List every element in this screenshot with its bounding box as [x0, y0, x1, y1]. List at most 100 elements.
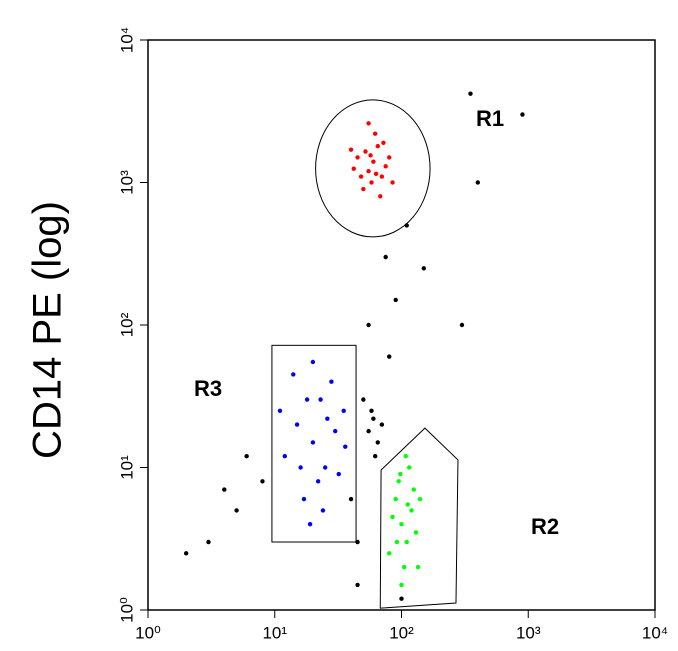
point	[318, 397, 323, 402]
point	[183, 551, 189, 556]
point	[393, 496, 398, 502]
point	[355, 155, 360, 160]
point	[390, 514, 395, 520]
point	[277, 408, 283, 413]
y-axis-label: CD14 PE (log)	[26, 201, 70, 459]
point	[383, 164, 388, 169]
point	[320, 508, 326, 513]
x-tick-label: 10⁴	[642, 623, 668, 642]
point	[369, 408, 374, 413]
x-tick-label: 10²	[389, 623, 414, 642]
point	[468, 91, 473, 96]
point	[294, 422, 300, 427]
point	[222, 487, 227, 492]
point	[387, 354, 392, 359]
point	[348, 496, 354, 502]
point	[387, 155, 392, 160]
point	[373, 171, 379, 177]
point	[421, 266, 427, 271]
point	[393, 297, 398, 303]
point	[366, 169, 371, 174]
point	[375, 143, 380, 149]
x-tick-label: 10³	[516, 623, 541, 642]
gate	[315, 99, 431, 238]
point	[310, 359, 316, 365]
y-tick-label: 10³	[117, 170, 136, 195]
point	[325, 416, 330, 421]
point	[322, 465, 328, 470]
point	[387, 551, 392, 556]
gate-label: R2	[531, 514, 559, 539]
point	[310, 440, 316, 445]
point	[368, 153, 373, 158]
point	[401, 564, 407, 570]
point	[372, 454, 378, 459]
point	[206, 539, 211, 545]
point	[355, 582, 360, 588]
gate	[379, 427, 459, 609]
point	[372, 131, 378, 136]
point	[459, 322, 465, 328]
point	[336, 471, 341, 477]
point	[379, 422, 385, 427]
point	[304, 397, 310, 402]
y-tick-label: 10²	[117, 312, 136, 337]
point	[413, 530, 419, 535]
point	[366, 121, 371, 126]
point	[333, 428, 338, 434]
point	[378, 194, 383, 199]
point	[520, 112, 525, 117]
gate	[271, 344, 357, 543]
point	[375, 440, 380, 445]
point	[411, 487, 416, 492]
point	[366, 322, 371, 328]
point	[315, 479, 321, 484]
point	[244, 454, 249, 459]
point	[396, 479, 401, 484]
point	[379, 174, 385, 179]
x-tick-label: 10¹	[262, 623, 287, 642]
point	[260, 479, 265, 484]
point	[399, 596, 404, 601]
point	[369, 180, 374, 185]
point	[381, 140, 386, 145]
point	[348, 147, 354, 152]
point	[298, 465, 303, 470]
x-tick-label: 10⁰	[135, 623, 161, 642]
point	[291, 372, 296, 377]
point	[405, 502, 410, 507]
point	[371, 159, 376, 164]
point	[341, 408, 346, 413]
point	[475, 180, 481, 185]
point	[351, 166, 356, 171]
point	[329, 379, 334, 384]
point	[361, 186, 366, 192]
y-tick-label: 10¹	[117, 455, 136, 480]
point	[398, 471, 403, 477]
y-tick-label: 10⁴	[117, 27, 136, 53]
gate-label: R3	[194, 376, 222, 401]
point	[301, 496, 307, 502]
point	[403, 454, 408, 459]
point	[234, 508, 239, 513]
point	[358, 174, 364, 179]
point	[371, 416, 376, 421]
point	[282, 454, 287, 459]
point	[363, 149, 368, 154]
point	[417, 496, 423, 502]
point	[399, 582, 404, 588]
point	[383, 254, 388, 260]
point	[361, 397, 366, 402]
point	[409, 508, 414, 513]
point	[406, 465, 412, 470]
point	[415, 564, 421, 570]
point	[343, 444, 348, 449]
point	[399, 522, 404, 527]
point	[390, 180, 395, 185]
point	[366, 428, 371, 434]
point	[307, 522, 313, 527]
point	[404, 539, 409, 545]
point	[394, 539, 400, 545]
